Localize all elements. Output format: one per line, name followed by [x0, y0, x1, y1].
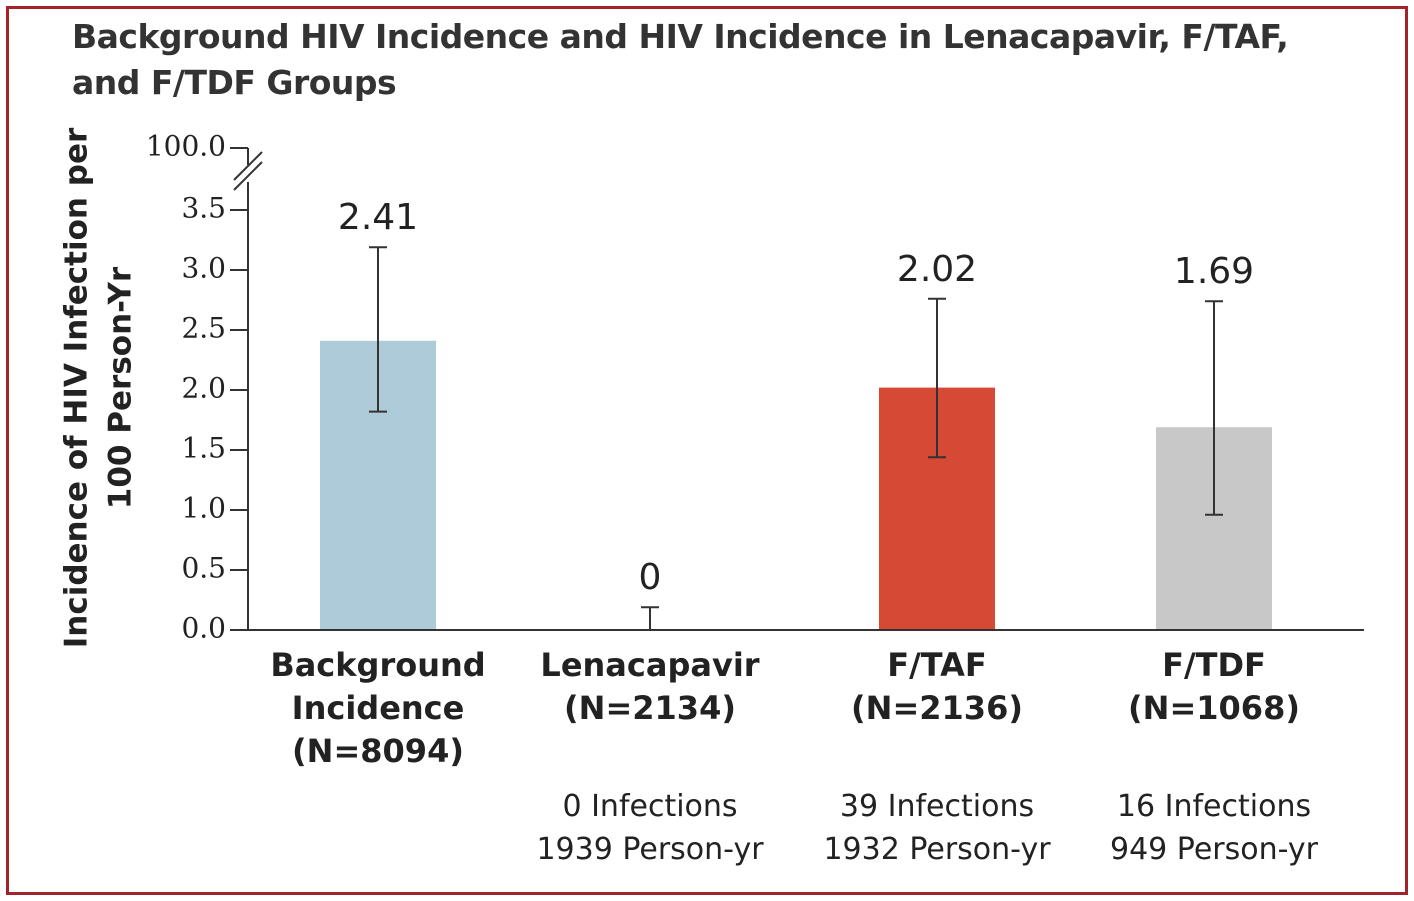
x-tick-label: (N=1068): [1128, 689, 1300, 727]
x-tick-label: F/TAF: [887, 646, 987, 684]
y-tick-label: 0.5: [181, 552, 226, 585]
group-info-label: 0 Infections: [562, 789, 737, 824]
y-tick-label: 1.0: [181, 492, 226, 525]
y-axis-label: Incidence of HIV Infection per: [59, 127, 95, 648]
chart-title: Background HIV Incidence and HIV Inciden…: [72, 17, 1289, 102]
y-tick-label: 100.0: [146, 130, 226, 163]
group-info-label: 39 Infections: [840, 789, 1034, 824]
y-tick-label: 0.0: [181, 612, 226, 645]
data-label: 2.41: [338, 197, 418, 238]
x-tick-label: Incidence: [292, 689, 465, 727]
x-tick-label: F/TDF: [1162, 646, 1266, 684]
group-info-label: 949 Person-yr: [1110, 832, 1319, 867]
x-tick-label: Background: [270, 646, 485, 684]
group-info-label: 1932 Person-yr: [823, 832, 1051, 867]
y-tick-label: 2.5: [181, 312, 226, 345]
data-label: 2.02: [897, 249, 977, 290]
x-tick-label: Lenacapavir: [540, 646, 759, 684]
y-axis-label: 100 Person-Yr: [103, 266, 139, 509]
axis-break-mark: [233, 161, 263, 191]
x-tick-label: (N=2136): [851, 689, 1023, 727]
x-tick-label: (N=8094): [292, 732, 464, 770]
y-tick-label: 2.0: [181, 372, 226, 405]
y-tick-label: 3.5: [181, 192, 226, 225]
data-label: 0: [639, 557, 662, 598]
y-tick-label: 3.0: [181, 252, 226, 285]
axis-break-mark: [233, 151, 263, 181]
x-tick-label: (N=2134): [564, 689, 736, 727]
y-tick-label: 1.5: [181, 432, 226, 465]
group-info-label: 1939 Person-yr: [536, 832, 764, 867]
group-info-label: 16 Infections: [1117, 789, 1311, 824]
data-label: 1.69: [1174, 251, 1254, 292]
